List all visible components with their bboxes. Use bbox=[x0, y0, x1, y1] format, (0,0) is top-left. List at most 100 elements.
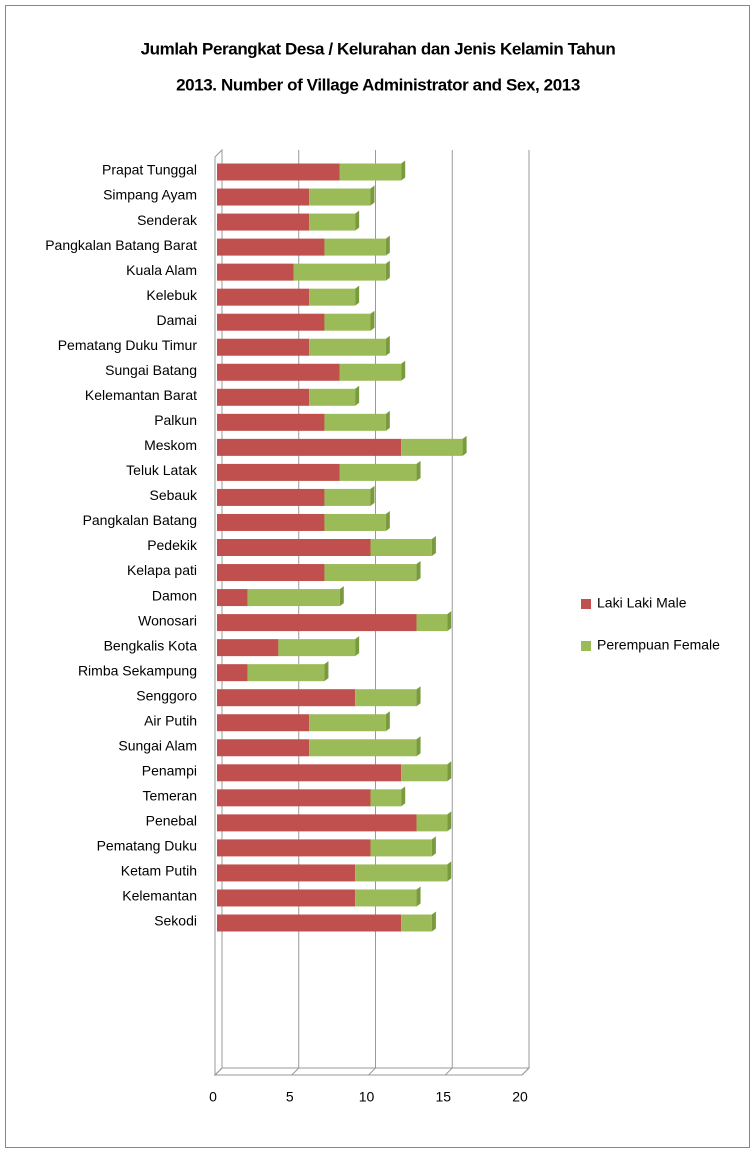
bar bbox=[217, 313, 325, 331]
bar bbox=[217, 764, 402, 782]
bar bbox=[217, 363, 340, 381]
bar bbox=[217, 263, 294, 281]
bar-side bbox=[385, 410, 390, 431]
bar bbox=[217, 388, 310, 406]
bar bbox=[217, 539, 371, 556]
y-tick-label: Pedekik bbox=[147, 537, 198, 553]
bar bbox=[324, 564, 417, 582]
bar-side bbox=[416, 886, 421, 907]
x-tick-label: 10 bbox=[359, 1089, 375, 1105]
y-tick-label: Pangkalan Batang bbox=[83, 512, 197, 528]
bar bbox=[217, 513, 325, 531]
bar bbox=[309, 388, 356, 406]
bar bbox=[278, 639, 356, 657]
bar bbox=[401, 914, 432, 932]
bar bbox=[416, 814, 448, 832]
x-tick-label: 20 bbox=[512, 1089, 528, 1105]
y-tick-label: Air Putih bbox=[144, 712, 197, 728]
bar-side bbox=[431, 911, 436, 932]
bar bbox=[217, 814, 417, 832]
bar bbox=[247, 589, 340, 607]
x-tick-label: 0 bbox=[209, 1089, 217, 1105]
bar-side bbox=[385, 235, 390, 256]
bar-side bbox=[370, 185, 375, 206]
bar-side bbox=[447, 861, 452, 882]
bar-side bbox=[401, 360, 406, 381]
bar bbox=[217, 739, 310, 757]
y-tick-label: Ketam Putih bbox=[121, 863, 197, 879]
bar-side bbox=[355, 636, 360, 657]
y-tick-label: Kelapa pati bbox=[127, 562, 197, 578]
bar bbox=[324, 488, 371, 506]
y-tick-label: Sebauk bbox=[150, 487, 198, 503]
chart-title: Jumlah Perangkat Desa / Kelurahan dan Je… bbox=[141, 39, 616, 58]
bar bbox=[217, 864, 356, 882]
bar bbox=[339, 363, 402, 381]
bar-side bbox=[385, 711, 390, 732]
bar-side bbox=[416, 460, 421, 481]
bar-side bbox=[462, 435, 467, 456]
bar-side bbox=[385, 260, 390, 281]
y-tick-label: Wonosari bbox=[138, 612, 197, 628]
bar bbox=[217, 488, 325, 506]
bar bbox=[217, 413, 325, 431]
y-tick-label: Meskom bbox=[144, 437, 197, 453]
bar bbox=[309, 288, 356, 306]
bar bbox=[324, 513, 386, 531]
bar bbox=[416, 614, 448, 632]
bar bbox=[370, 789, 402, 807]
tick-mark bbox=[368, 1067, 376, 1076]
bar bbox=[217, 163, 340, 181]
bar bbox=[217, 714, 310, 732]
y-tick-label: Damai bbox=[157, 312, 197, 328]
bar-side bbox=[385, 510, 390, 531]
bar bbox=[355, 889, 417, 907]
bar bbox=[217, 238, 325, 256]
bar-side bbox=[447, 811, 452, 832]
bar bbox=[339, 163, 402, 181]
bar bbox=[217, 639, 279, 657]
bar-side bbox=[339, 586, 344, 607]
bar bbox=[217, 689, 356, 707]
bar bbox=[217, 564, 325, 582]
bar bbox=[355, 864, 448, 882]
bar-side bbox=[401, 160, 406, 181]
bar-side bbox=[385, 335, 390, 356]
chart-title: 2013. Number of Village Administrator an… bbox=[176, 75, 580, 94]
y-tick-label: Rimba Sekampung bbox=[78, 662, 197, 678]
bar bbox=[217, 664, 248, 682]
y-tick-label: Pangkalan Batang Barat bbox=[45, 237, 197, 253]
bar-side bbox=[431, 836, 436, 857]
bar bbox=[217, 338, 310, 356]
bar-side bbox=[355, 210, 360, 231]
bar bbox=[339, 463, 417, 481]
x-tick-label: 5 bbox=[286, 1089, 294, 1105]
y-tick-label: Palkun bbox=[154, 412, 197, 428]
bar bbox=[217, 589, 248, 607]
y-tick-label: Prapat Tunggal bbox=[102, 162, 197, 178]
y-tick-label: Sekodi bbox=[154, 913, 197, 929]
y-tick-label: Pematang Duku Timur bbox=[58, 337, 198, 353]
tick-mark bbox=[214, 1067, 223, 1076]
bar bbox=[217, 789, 371, 807]
bar-side bbox=[416, 686, 421, 707]
bar bbox=[324, 413, 386, 431]
x-tick-label: 15 bbox=[435, 1089, 451, 1105]
y-tick-label: Simpang Ayam bbox=[103, 187, 197, 203]
bar-side bbox=[370, 310, 375, 331]
bar bbox=[309, 338, 386, 356]
y-tick-label: Teluk Latak bbox=[126, 462, 198, 478]
bar bbox=[217, 463, 340, 481]
bar-side bbox=[355, 385, 360, 406]
y-tick-label: Bengkalis Kota bbox=[104, 637, 198, 653]
bar-side bbox=[401, 786, 406, 807]
bar-side bbox=[355, 285, 360, 306]
y-tick-label: Penebal bbox=[146, 813, 197, 829]
bar bbox=[401, 438, 463, 456]
y-tick-label: Kelemantan Barat bbox=[85, 387, 197, 403]
bar bbox=[401, 764, 448, 782]
bar bbox=[217, 614, 417, 632]
bar bbox=[309, 739, 417, 757]
bar-side bbox=[416, 561, 421, 582]
